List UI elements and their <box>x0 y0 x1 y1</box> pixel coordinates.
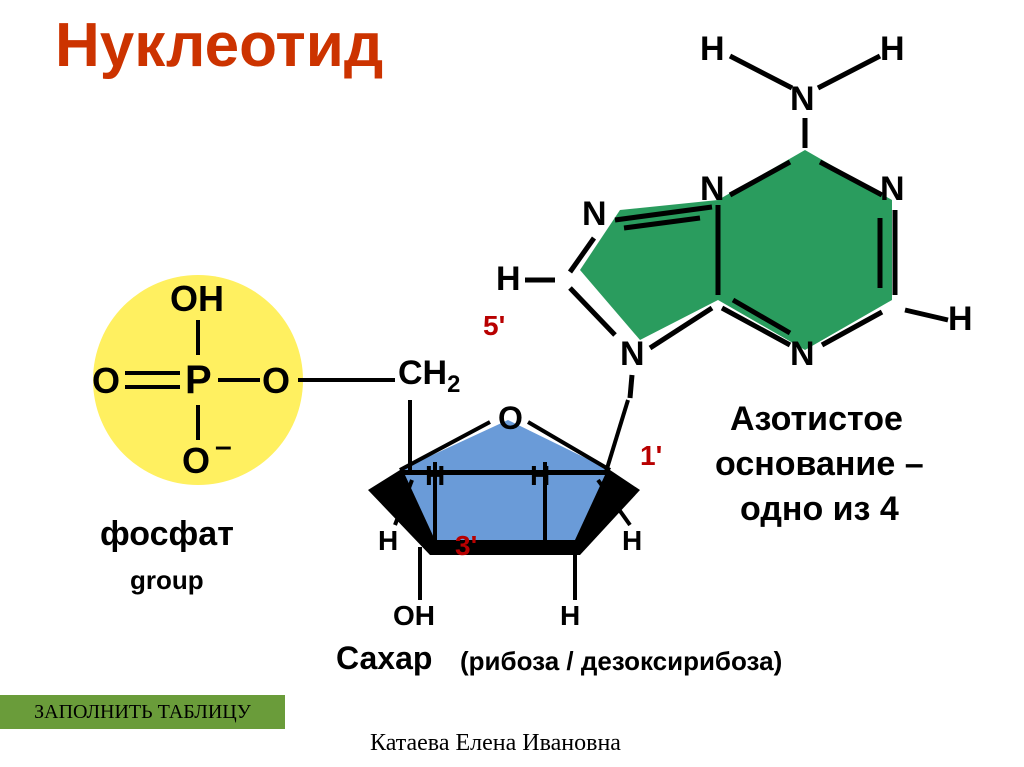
base-h8: H <box>496 260 521 299</box>
atom-p: P <box>185 358 212 403</box>
pos-5prime: 5' <box>483 310 505 342</box>
group-label: group <box>130 565 204 596</box>
sugar-h3: H <box>378 525 398 557</box>
phosphate-label: фосфат <box>100 515 234 554</box>
base-n1: N <box>700 170 725 209</box>
base-label-2: основание – <box>715 445 924 484</box>
sugar-h4: H <box>622 525 642 557</box>
fill-table-button[interactable]: ЗАПОЛНИТЬ ТАБЛИЦУ <box>0 695 285 729</box>
base-h2: H <box>948 300 973 339</box>
sugar-oh: OH <box>393 600 435 632</box>
pos-3prime: 3' <box>455 530 477 562</box>
base-h-tl: H <box>700 30 725 69</box>
sugar-h2: H <box>530 460 550 492</box>
atom-o-bottom: O <box>182 440 210 482</box>
base-n7: N <box>582 195 607 234</box>
atom-o-right: O <box>262 360 290 402</box>
sugar-h5: H <box>560 600 580 632</box>
sugar-ch2: CH2 <box>398 354 460 399</box>
base-n9: N <box>620 335 645 374</box>
sugar-label: Сахар <box>336 640 432 677</box>
base-n-top: N <box>790 80 815 119</box>
pos-1prime: 1' <box>640 440 662 472</box>
sugar-sublabel: (рибоза / дезоксирибоза) <box>460 646 782 677</box>
atom-minus: – <box>215 430 232 464</box>
base-n-bot: N <box>790 335 815 374</box>
atom-o-left: O <box>92 360 120 402</box>
sugar-h1: H <box>425 460 445 492</box>
base-h-tr: H <box>880 30 905 69</box>
base-n3: N <box>880 170 905 209</box>
main-title: Нуклеотид <box>55 10 383 81</box>
sugar-o-top: O <box>498 400 523 437</box>
atom-oh-top: OH <box>170 278 224 320</box>
base-label-1: Азотистое <box>730 400 903 439</box>
author-name: Катаева Елена Ивановна <box>370 730 621 757</box>
base-label-3: одно из 4 <box>740 490 899 529</box>
